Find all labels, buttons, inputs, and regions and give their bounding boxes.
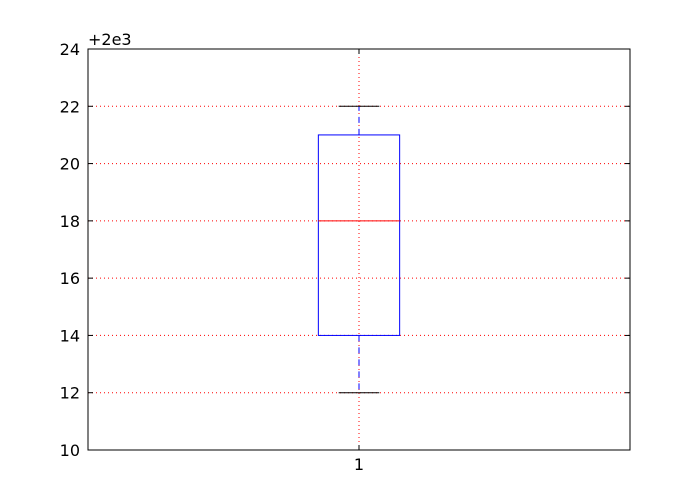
y-tick-label: 14 [60, 326, 80, 345]
y-tick-label: 16 [60, 269, 80, 288]
x-tick-label: 1 [354, 455, 364, 474]
box-series [317, 105, 401, 394]
y-axis-offset-label: +2e3 [88, 30, 132, 49]
y-tick-label: 12 [60, 384, 80, 403]
y-tick-label: 22 [60, 97, 80, 116]
grid-lines [88, 49, 630, 450]
y-tick-label: 18 [60, 212, 80, 231]
y-tick-label: 10 [60, 441, 80, 460]
y-tick-label: 24 [60, 40, 80, 59]
interquartile-box [317, 134, 401, 336]
axis-ticks: 10 12 14 16 18 20 22 24 1 [60, 40, 630, 474]
y-tick-label: 20 [60, 155, 80, 174]
